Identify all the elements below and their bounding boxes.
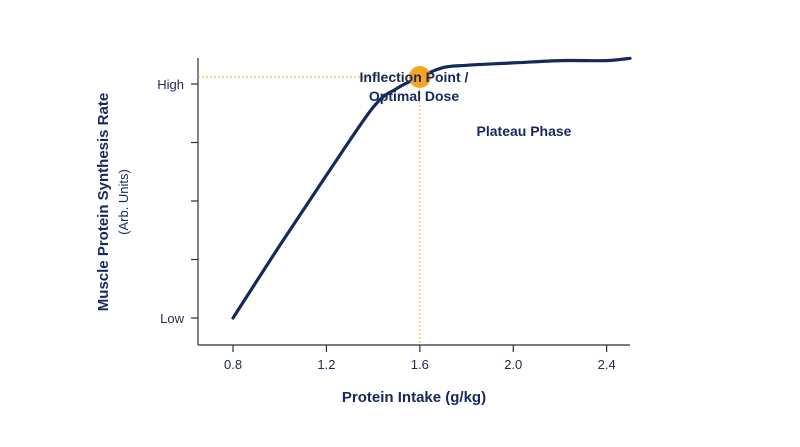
marker-layer: [408, 65, 431, 88]
x-axis-title: Protein Intake (g/kg): [342, 389, 486, 406]
x-tick-label: 1.2: [317, 357, 335, 372]
axes-layer: 0.8 1.2 1.6 2.0 2.4 Low High: [157, 58, 630, 372]
x-tick-label: 2.4: [598, 357, 616, 372]
guide-lines: [198, 76, 421, 345]
x-tick-label: 0.8: [224, 357, 242, 372]
inflection-annotation-line1: Inflection Point /: [360, 69, 469, 85]
y-tick-label: High: [157, 77, 184, 92]
y-axis-title: Muscle Protein Synthesis Rate: [95, 93, 112, 311]
inflection-annotation-line2: Optimal Dose: [369, 88, 459, 104]
y-axis-subtitle: (Arb. Units): [116, 169, 131, 235]
plateau-annotation: Plateau Phase: [477, 123, 572, 139]
inflection-point-marker: [408, 65, 431, 88]
y-tick-label: Low: [160, 311, 184, 326]
text-layer: Inflection Point / Optimal Dose Plateau …: [95, 69, 572, 406]
x-tick-label: 1.6: [411, 357, 429, 372]
x-tick-label: 2.0: [504, 357, 522, 372]
